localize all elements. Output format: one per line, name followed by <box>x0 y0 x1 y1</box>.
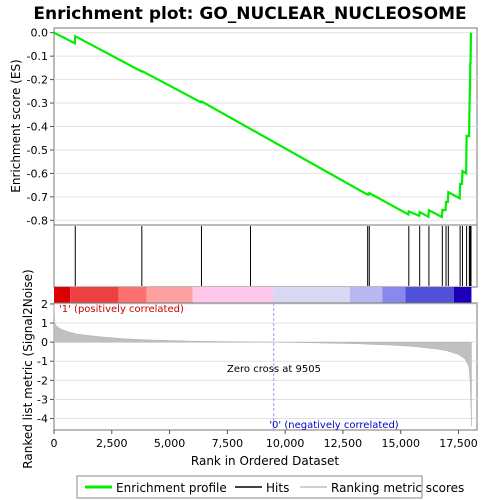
es-tick-label: -0.7 <box>27 191 48 204</box>
es-y-ticks: 0.0 -0.1 -0.2 -0.3 -0.4 -0.5 -0.6 -0.7 -0.8 <box>27 27 54 227</box>
heat-bar-segment <box>273 287 350 303</box>
legend-hits-label: Hits <box>266 481 289 495</box>
es-tick-label: 0.0 <box>31 27 49 40</box>
es-tick-label: -0.6 <box>27 167 48 180</box>
heat-bar-segment <box>349 287 383 303</box>
es-y-axis-label: Enrichment score (ES) <box>9 59 23 192</box>
heat-bar-segment <box>118 287 147 303</box>
metric-y-ticks: 2 1 0 -1 -2 -3 -4 <box>37 298 54 426</box>
heat-bar-segment <box>54 287 71 303</box>
es-gridlines <box>54 32 477 221</box>
metric-tick-label: 0 <box>41 336 48 349</box>
x-axis-ticks: 0 2,500 5,000 7,500 10,000 12,500 15,000 17,500 <box>51 430 478 450</box>
es-tick-label: -0.3 <box>27 97 48 110</box>
x-tick-label: 7,500 <box>212 437 244 450</box>
legend-metric-label: Ranking metric scores <box>331 481 464 495</box>
metric-tick-label: -4 <box>37 413 48 426</box>
es-tick-label: -0.4 <box>27 121 48 134</box>
ranking-metric-area <box>53 303 472 427</box>
metric-panel <box>53 302 478 431</box>
positive-correlation-label: '1' (positively correlated) <box>59 304 184 315</box>
x-tick-label: 10,000 <box>266 437 305 450</box>
heat-bar-segment <box>382 287 406 303</box>
zero-cross-label: Zero cross at 9505 <box>227 364 321 375</box>
heat-bar-segment <box>146 287 193 303</box>
heat-bar-segment <box>453 287 472 303</box>
hits-panel <box>53 224 478 288</box>
metric-tick-label: -2 <box>37 374 48 387</box>
hit-markers <box>74 226 472 286</box>
ranking-heat-bar <box>54 287 472 303</box>
metric-tick-label: 2 <box>41 298 48 311</box>
es-tick-label: -0.1 <box>27 50 48 63</box>
heat-bar-segment <box>70 287 119 303</box>
negative-correlation-label: '0' (negatively correlated) <box>269 420 398 431</box>
metric-tick-label: -3 <box>37 393 48 406</box>
heat-bar-segment <box>405 287 454 303</box>
x-axis-label: Rank in Ordered Dataset <box>191 454 339 468</box>
x-tick-label: 12,500 <box>324 437 363 450</box>
x-tick-label: 17,500 <box>439 437 478 450</box>
metric-tick-label: -1 <box>37 355 48 368</box>
x-tick-label: 0 <box>51 437 58 450</box>
metric-y-axis-label: Ranked list metric (Signal2Noise) <box>21 269 35 468</box>
x-tick-label: 2,500 <box>96 437 128 450</box>
chart-title: Enrichment plot: GO_NUCLEAR_NUCLEOSOME <box>33 4 466 24</box>
x-tick-label: 5,000 <box>154 437 186 450</box>
heat-bar-segment <box>192 287 274 303</box>
es-tick-label: -0.8 <box>27 214 48 227</box>
x-tick-label: 15,000 <box>381 437 420 450</box>
es-tick-label: -0.5 <box>27 144 48 157</box>
metric-tick-label: 1 <box>41 317 48 330</box>
legend-profile-label: Enrichment profile <box>116 481 227 495</box>
enrichment-profile-line <box>53 31 473 219</box>
es-tick-label: -0.2 <box>27 74 48 87</box>
